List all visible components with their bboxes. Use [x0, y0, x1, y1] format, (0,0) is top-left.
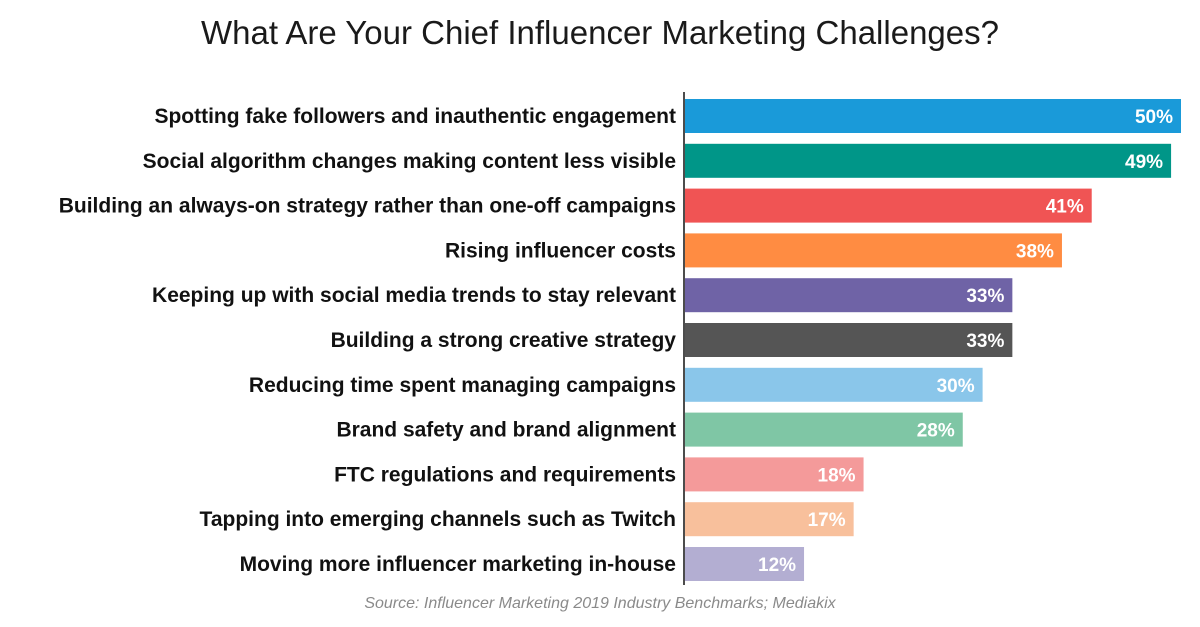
category-label: Keeping up with social media trends to s… — [152, 284, 676, 307]
bar — [685, 457, 864, 492]
value-label: 17% — [808, 510, 846, 531]
category-label: Rising influencer costs — [445, 239, 676, 262]
category-label: Spotting fake followers and inauthentic … — [154, 105, 676, 128]
category-label: Building an always-on strategy rather th… — [59, 195, 676, 218]
bar — [685, 547, 805, 581]
bar — [685, 233, 1062, 268]
category-label: Moving more influencer marketing in-hous… — [240, 553, 676, 576]
value-label: 28% — [917, 421, 955, 442]
value-label: 12% — [758, 555, 796, 576]
category-label: Tapping into emerging channels such as T… — [200, 508, 676, 531]
value-label: 49% — [1125, 152, 1163, 173]
bars-layer: Spotting fake followers and inauthentic … — [59, 99, 1181, 581]
category-label: FTC regulations and requirements — [334, 463, 676, 486]
category-label: Reducing time spent managing campaigns — [249, 374, 676, 397]
bar — [685, 323, 1013, 357]
bar — [685, 412, 963, 447]
bar — [685, 188, 1092, 223]
bar — [685, 143, 1172, 178]
value-label: 33% — [966, 331, 1004, 352]
value-label: 33% — [966, 286, 1004, 307]
value-label: 41% — [1046, 197, 1084, 218]
bar — [685, 278, 1013, 313]
value-label: 38% — [1016, 241, 1054, 262]
bar — [685, 502, 854, 537]
value-label: 18% — [818, 465, 856, 486]
category-label: Brand safety and brand alignment — [336, 419, 676, 442]
value-label: 30% — [937, 376, 975, 397]
value-label: 50% — [1135, 107, 1173, 128]
source-note: Source: Influencer Marketing 2019 Indust… — [364, 595, 836, 612]
bar — [685, 367, 983, 402]
chart-title: What Are Your Chief Influencer Marketing… — [201, 14, 999, 51]
category-label: Social algorithm changes making content … — [143, 150, 676, 173]
bar — [685, 99, 1181, 133]
category-label: Building a strong creative strategy — [331, 329, 677, 352]
